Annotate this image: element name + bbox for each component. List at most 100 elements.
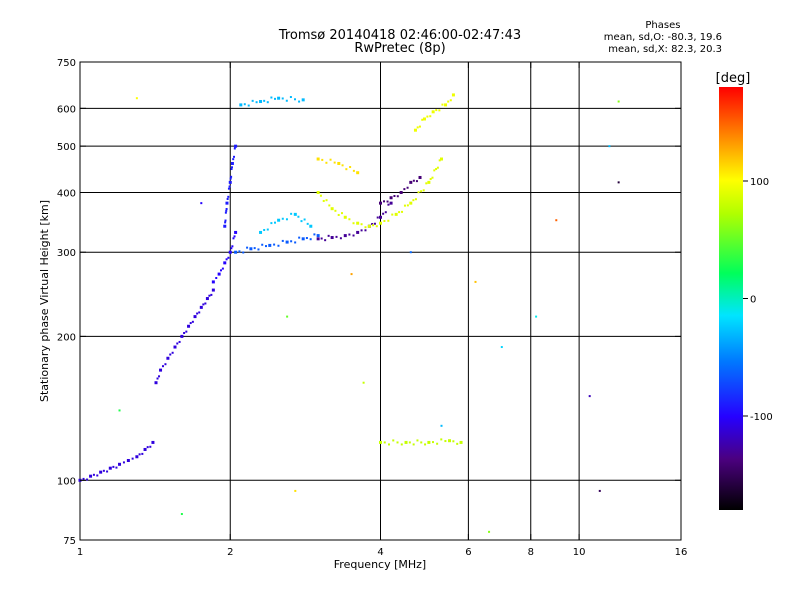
echo-point <box>227 187 230 190</box>
echo-point <box>422 189 425 192</box>
echo-point <box>305 237 308 240</box>
echo-point <box>223 224 227 228</box>
echo-point <box>187 324 191 328</box>
echo-point <box>388 443 391 446</box>
echo-point <box>196 312 199 315</box>
echo-point <box>141 452 144 455</box>
echo-point <box>266 101 269 104</box>
echo-point <box>436 442 439 445</box>
echo-point <box>230 161 234 165</box>
echo-point <box>337 161 341 165</box>
echo-point <box>417 191 420 194</box>
sparse-point <box>180 513 183 516</box>
echo-point <box>301 237 305 241</box>
echo-point <box>232 158 235 161</box>
echo-point <box>406 204 409 207</box>
echo-point <box>364 229 367 232</box>
echo-point <box>268 243 272 247</box>
colorbar-tick-label: 100 <box>750 177 769 188</box>
sparse-point <box>350 273 353 276</box>
echo-point <box>264 245 267 248</box>
echo-point <box>211 288 215 292</box>
echo-point <box>277 218 281 222</box>
echo-point <box>191 320 194 323</box>
echo-point <box>176 342 179 345</box>
echo-point <box>418 125 421 128</box>
echo-point <box>383 200 386 203</box>
echo-point <box>230 247 233 250</box>
echo-point <box>451 93 455 97</box>
echo-point <box>375 225 378 228</box>
echo-point <box>429 178 432 181</box>
echo-point <box>82 477 85 480</box>
echo-point <box>285 99 288 102</box>
echo-point <box>413 128 417 132</box>
echo-point <box>333 161 336 164</box>
echo-point <box>340 212 343 215</box>
echo-point <box>229 177 232 180</box>
echo-point <box>337 213 340 216</box>
echo-point <box>270 222 273 225</box>
echo-point <box>441 103 444 106</box>
echo-point <box>234 250 238 254</box>
echo-point <box>220 269 223 272</box>
echo-point <box>389 201 393 205</box>
y-axis-ticks: 75 100 200 300 400 500 600 750 <box>57 58 681 547</box>
echo-point <box>356 230 360 234</box>
echo-point <box>396 441 399 444</box>
echo-point <box>412 179 415 182</box>
echo-point <box>449 99 452 102</box>
echo-point <box>118 462 122 466</box>
sparse-point <box>535 315 538 318</box>
echo-point <box>427 440 431 444</box>
echo-point <box>383 219 386 222</box>
x-tick-label: 6 <box>465 547 471 558</box>
echo-point <box>138 453 141 456</box>
echo-point <box>415 180 418 183</box>
echo-point <box>180 334 184 338</box>
echo-point <box>224 221 227 224</box>
sparse-point <box>440 424 443 427</box>
echo-point <box>151 440 155 444</box>
echo-point <box>448 439 452 443</box>
echo-point <box>99 470 103 474</box>
echo-point <box>149 445 152 448</box>
echo-point <box>251 99 254 102</box>
echo-point <box>239 103 243 107</box>
echo-point <box>412 443 415 446</box>
echo-point <box>274 97 277 100</box>
echo-point <box>382 212 385 215</box>
echo-point <box>208 294 211 297</box>
echo-point <box>247 104 250 107</box>
echo-point <box>343 215 347 219</box>
echo-point <box>431 176 434 179</box>
echo-point <box>234 230 238 234</box>
echo-point <box>135 455 139 459</box>
echo-point <box>234 144 238 148</box>
echo-point <box>379 215 382 219</box>
echo-point <box>297 215 300 218</box>
echo-point <box>420 441 423 444</box>
echo-point <box>225 209 228 212</box>
echo-point <box>281 217 284 220</box>
echo-point <box>238 250 241 253</box>
echo-point <box>348 218 351 221</box>
echo-point <box>316 234 320 238</box>
echo-point <box>227 256 230 259</box>
echo-point <box>293 212 297 216</box>
sparse-point <box>286 315 289 318</box>
echo-point <box>131 457 134 460</box>
colorbar <box>719 87 743 510</box>
echo-point <box>230 166 233 169</box>
echo-point <box>178 340 181 343</box>
echo-point <box>438 109 441 112</box>
echo-point <box>330 236 334 240</box>
echo-point <box>233 155 236 158</box>
echo-point <box>421 118 424 121</box>
echo-point <box>316 237 320 241</box>
echo-point <box>232 237 235 240</box>
echo-point <box>322 199 325 202</box>
echo-point <box>106 470 109 473</box>
echo-point <box>456 442 459 445</box>
echo-point <box>263 228 266 231</box>
